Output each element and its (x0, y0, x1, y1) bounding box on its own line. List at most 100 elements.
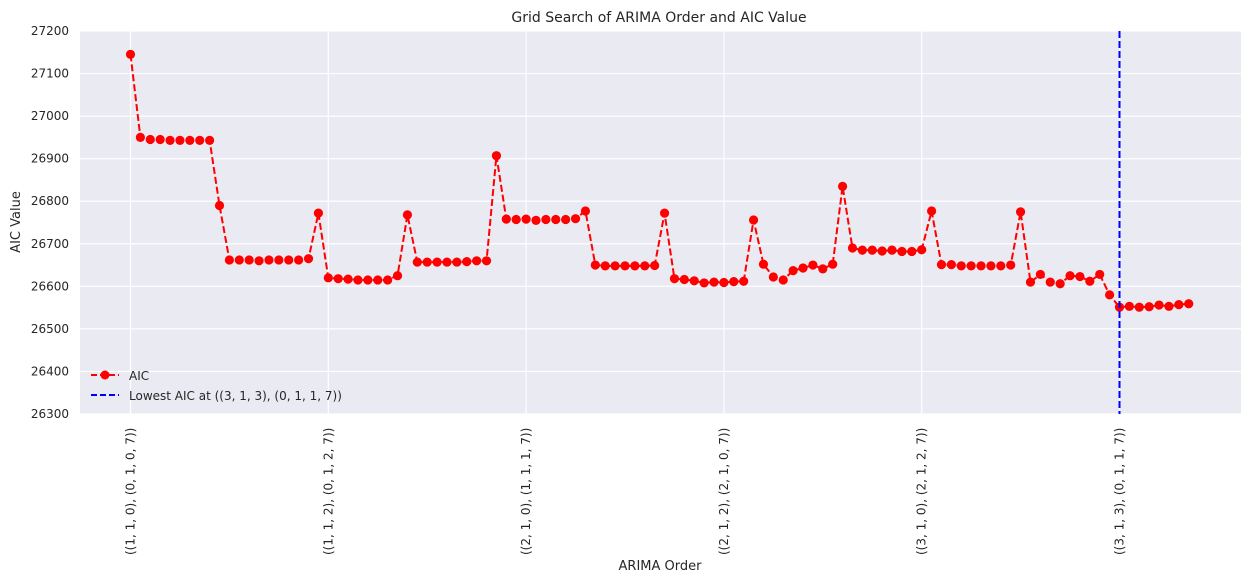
x-tick-label: ((1, 1, 0), (0, 1, 0, 7)) (124, 428, 138, 555)
aic-data-point (155, 134, 165, 145)
aic-data-point (541, 214, 551, 225)
aic-data-point (442, 257, 452, 267)
aic-data-point (1184, 299, 1194, 309)
aic-data-point (907, 246, 917, 257)
aic-data-point (145, 134, 155, 145)
aic-data-point (323, 273, 333, 283)
y-tick-label: 26500 (31, 322, 69, 336)
aic-data-point (224, 255, 234, 265)
aic-data-point (432, 257, 442, 267)
aic-data-point (610, 261, 620, 271)
aic-data-point (798, 263, 808, 273)
aic-data-point (897, 246, 907, 257)
aic-data-point (1154, 300, 1164, 310)
aic-data-point (1095, 269, 1105, 280)
aic-data-point (768, 272, 778, 282)
legend-lowest-label: Lowest AIC at ((3, 1, 3), (0, 1, 1, 7)) (129, 389, 342, 403)
legend-aic-marker (100, 370, 110, 380)
aic-data-point (135, 132, 145, 142)
aic-data-point (1124, 301, 1134, 311)
aic-data-point (709, 277, 719, 287)
y-tick-label: 26900 (31, 152, 69, 166)
aic-data-point (412, 257, 422, 267)
aic-data-point (748, 215, 759, 225)
y-tick-label: 26400 (31, 364, 69, 378)
legend: AIC Lowest AIC at ((3, 1, 3), (0, 1, 1, … (91, 369, 342, 403)
aic-data-point (531, 215, 541, 225)
aic-data-point (205, 135, 215, 145)
aic-data-point (689, 276, 699, 286)
aic-data-point (274, 255, 284, 265)
aic-data-point (620, 261, 630, 271)
x-tick-label: ((1, 1, 2), (0, 1, 2, 7)) (321, 428, 335, 555)
aic-data-point (778, 275, 788, 285)
aic-data-point (481, 256, 492, 266)
aic-data-point (828, 259, 838, 269)
aic-data-point (284, 255, 294, 265)
aic-data-point (580, 206, 591, 216)
x-tick-label: ((2, 1, 0), (1, 1, 1, 7)) (519, 428, 533, 555)
aic-data-point (1085, 276, 1095, 286)
aic-data-point (739, 276, 749, 286)
aic-data-point (1174, 300, 1184, 310)
aic-data-point (511, 214, 521, 225)
aic-data-point (1144, 302, 1154, 312)
aic-data-point (195, 135, 205, 145)
aic-data-point (214, 200, 225, 211)
aic-data-point (837, 181, 848, 191)
aic-data-point (254, 256, 264, 266)
aic-data-point (244, 255, 254, 265)
aic-data-point (491, 151, 502, 161)
aic-data-point (422, 257, 432, 267)
y-tick-label: 27000 (31, 109, 69, 123)
aic-data-point (452, 257, 462, 267)
y-tick-label: 27200 (31, 24, 69, 38)
aic-data-point (521, 214, 531, 224)
aic-data-point (373, 275, 383, 285)
aic-data-point (551, 214, 561, 225)
y-grid (80, 30, 1241, 415)
aic-data-point (956, 261, 966, 271)
y-tick-labels: 26300 26400 26500 26600 26700 26800 26900 27000… (31, 24, 69, 421)
aic-data-point (234, 255, 244, 265)
aic-data-point (333, 274, 343, 284)
aic-data-point (926, 206, 937, 216)
aic-data-point (758, 259, 769, 269)
aic-data-point (570, 214, 581, 224)
aic-data-point (1055, 279, 1065, 289)
aic-data-point (679, 274, 689, 285)
x-tick-label: ((2, 1, 2), (2, 1, 0, 7)) (717, 428, 731, 555)
aic-data-point (847, 243, 858, 253)
aic-data-point (313, 208, 324, 218)
y-axis-label: AIC Value (9, 191, 24, 253)
aic-data-point (729, 277, 739, 287)
y-tick-label: 27100 (31, 67, 69, 81)
legend-aic-label: AIC (129, 369, 149, 383)
chart-title: Grid Search of ARIMA Order and AIC Value (511, 10, 806, 26)
aic-data-point (808, 260, 818, 270)
aic-data-point (561, 214, 571, 225)
aic-data-point (669, 274, 680, 284)
aic-data-point (650, 260, 660, 271)
x-tick-labels: ((1, 1, 0), (0, 1, 0, 7)) ((1, 1, 2), (0,… (124, 428, 1127, 555)
aic-data-point (1164, 301, 1174, 311)
aic-data-point (857, 245, 867, 255)
aic-data-point (363, 275, 373, 285)
aic-data-point (1035, 269, 1045, 280)
plot-area (80, 31, 1241, 414)
aic-data-point (383, 275, 393, 285)
aic-data-point (1075, 271, 1085, 282)
aic-data-point (887, 245, 897, 255)
x-tick-label: ((3, 1, 0), (2, 1, 2, 7)) (915, 428, 929, 555)
aic-data-point (917, 245, 927, 255)
aic-data-point (303, 254, 314, 264)
aic-data-point (1105, 290, 1115, 300)
aic-data-point (1016, 207, 1026, 217)
x-tick-label: ((3, 1, 3), (0, 1, 1, 7)) (1113, 428, 1127, 555)
aic-data-point (966, 261, 976, 271)
aic-data-point (986, 261, 996, 271)
aic-data-point (946, 260, 956, 270)
aic-data-point (294, 255, 304, 265)
y-tick-label: 26600 (31, 279, 69, 293)
aic-data-point (630, 261, 640, 271)
